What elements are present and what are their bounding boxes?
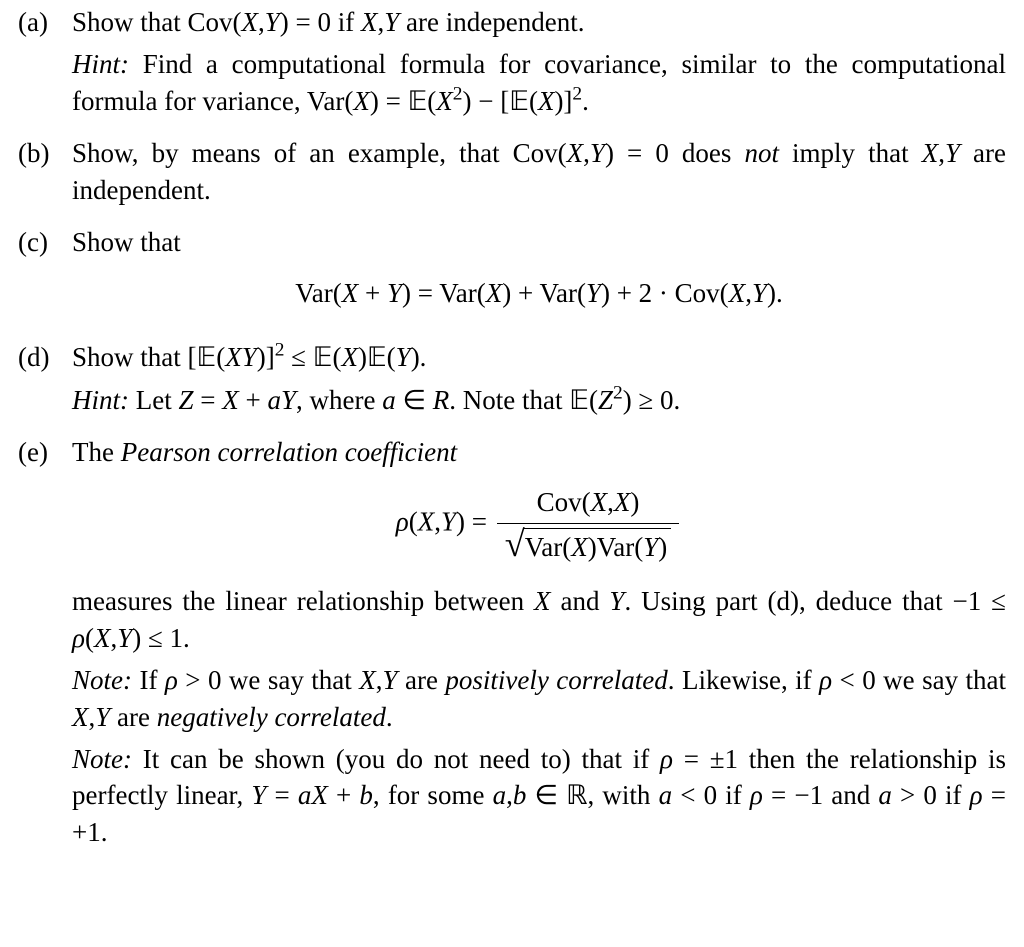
item-body: The Pearson correlation coefficient ρ(X,… <box>72 434 1006 856</box>
item-label: (c) <box>18 224 72 260</box>
display-equation: ρ(X,Y) = Cov(X,X)√Var(X)Var(Y) <box>72 484 1006 565</box>
item-label: (a) <box>18 4 72 40</box>
item-body: Show that Var(X + Y) = Var(X) + Var(Y) +… <box>72 224 1006 329</box>
item-body: Show, by means of an example, that Cov(X… <box>72 135 1006 214</box>
paragraph: Show that Cov(X,Y) = 0 if X,Y are indepe… <box>72 4 1006 40</box>
paragraph: Show that <box>72 224 1006 260</box>
paragraph: Show, by means of an example, that Cov(X… <box>72 135 1006 208</box>
paragraph: Note: It can be shown (you do not need t… <box>72 741 1006 850</box>
list-item: (a) Show that Cov(X,Y) = 0 if X,Y are in… <box>18 4 1006 125</box>
item-label: (b) <box>18 135 72 171</box>
paragraph: Show that [𝔼(XY)]2 ≤ 𝔼(X)𝔼(Y). <box>72 339 1006 375</box>
item-label: (e) <box>18 434 72 470</box>
paragraph: measures the linear relationship between… <box>72 583 1006 656</box>
paragraph: Hint: Let Z = X + aY, where a ∈ R. Note … <box>72 382 1006 418</box>
list-item: (e) The Pearson correlation coefficient … <box>18 434 1006 856</box>
page: (a) Show that Cov(X,Y) = 0 if X,Y are in… <box>0 0 1024 947</box>
paragraph: Note: If ρ > 0 we say that X,Y are posit… <box>72 662 1006 735</box>
display-equation: Var(X + Y) = Var(X) + Var(Y) + 2 · Cov(X… <box>72 275 1006 311</box>
list-item: (d) Show that [𝔼(XY)]2 ≤ 𝔼(X)𝔼(Y). Hint:… <box>18 339 1006 424</box>
paragraph: Hint: Find a computational formula for c… <box>72 46 1006 119</box>
item-body: Show that [𝔼(XY)]2 ≤ 𝔼(X)𝔼(Y). Hint: Let… <box>72 339 1006 424</box>
item-label: (d) <box>18 339 72 375</box>
item-body: Show that Cov(X,Y) = 0 if X,Y are indepe… <box>72 4 1006 125</box>
list-item: (c) Show that Var(X + Y) = Var(X) + Var(… <box>18 224 1006 329</box>
list-item: (b) Show, by means of an example, that C… <box>18 135 1006 214</box>
paragraph: The Pearson correlation coefficient <box>72 434 1006 470</box>
